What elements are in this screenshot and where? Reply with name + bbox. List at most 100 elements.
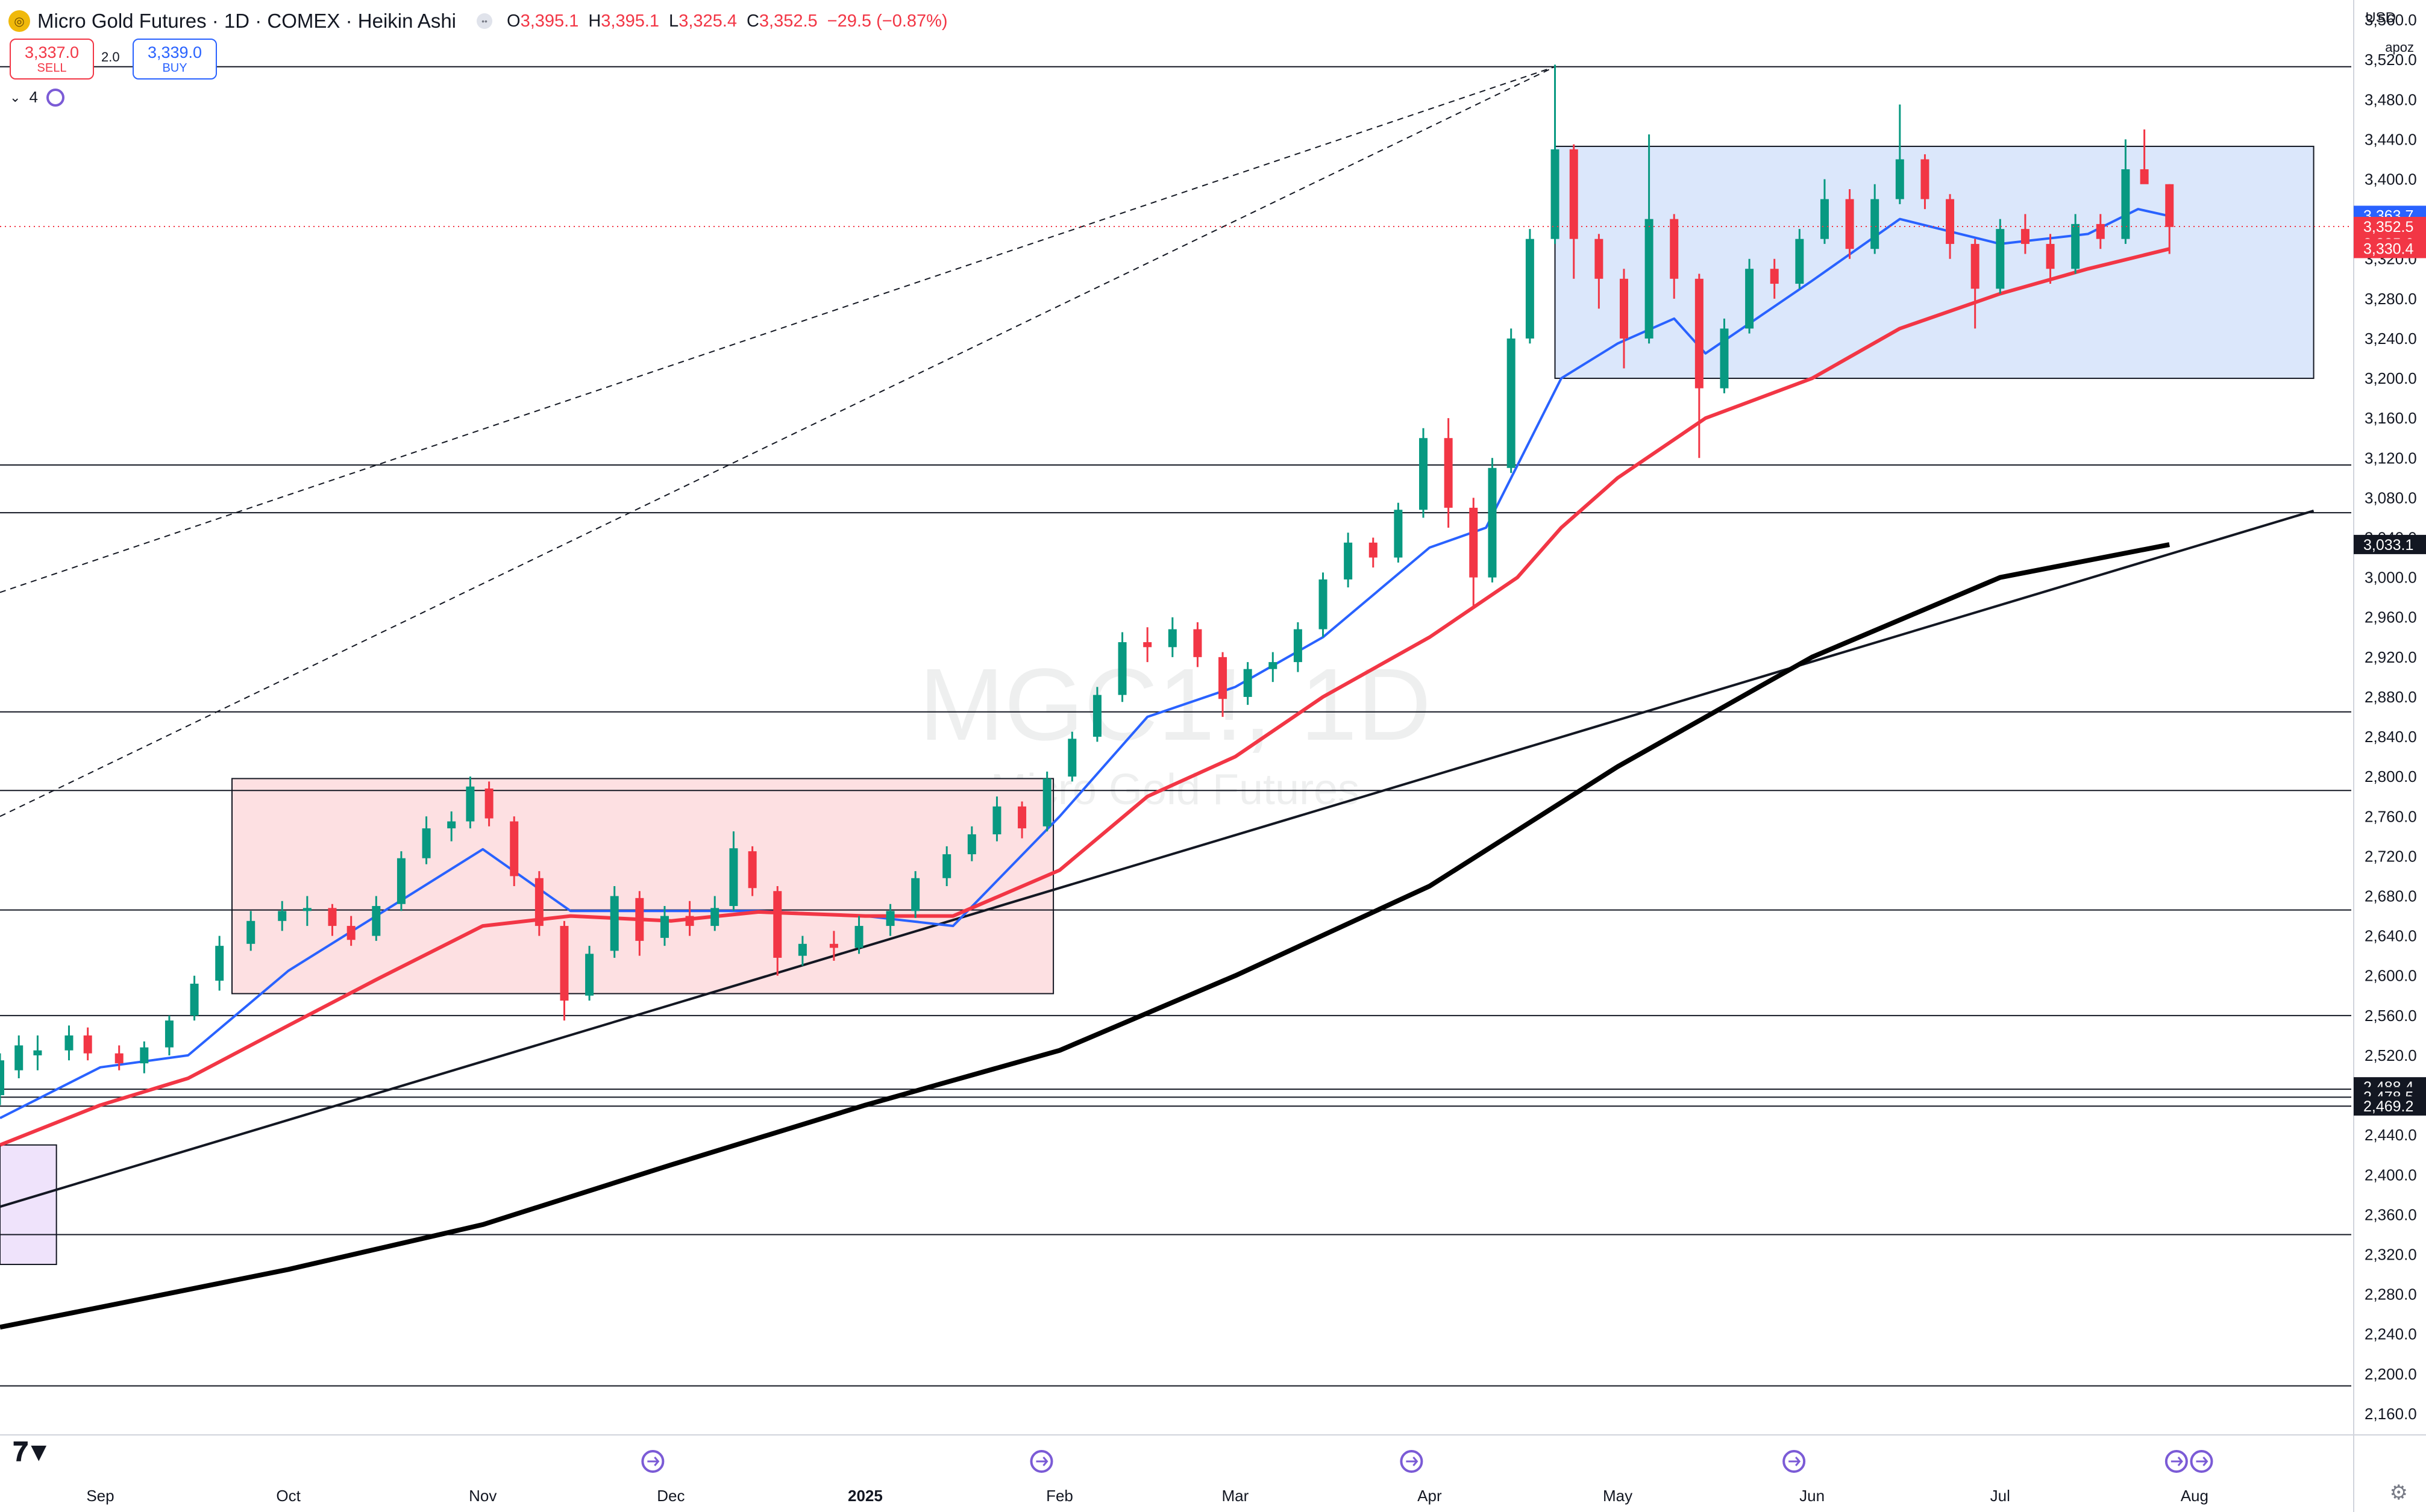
candle[interactable] — [2165, 184, 2174, 254]
sell-button[interactable]: 3,337.0 SELL — [10, 39, 94, 80]
candle[interactable] — [1525, 229, 1534, 344]
tradingview-logo-icon[interactable]: 𝟕▼ — [13, 1437, 52, 1467]
events-icon[interactable] — [2190, 1450, 2213, 1473]
candle[interactable] — [396, 851, 406, 911]
candle[interactable] — [1394, 502, 1403, 563]
candle[interactable] — [1970, 239, 1979, 329]
candle[interactable] — [748, 846, 757, 896]
settings-gear-icon[interactable]: ⚙ — [2389, 1481, 2408, 1504]
candle[interactable] — [854, 916, 864, 954]
candle[interactable] — [246, 911, 255, 951]
candle[interactable] — [1895, 104, 1904, 204]
candle[interactable] — [1870, 184, 1879, 254]
candle[interactable] — [2121, 139, 2130, 244]
candle[interactable] — [585, 946, 594, 1001]
candle[interactable] — [1720, 318, 1729, 393]
candle[interactable] — [829, 931, 838, 961]
candle[interactable] — [2020, 214, 2030, 254]
candle[interactable] — [484, 781, 494, 826]
candle[interactable] — [1594, 234, 1603, 309]
candle[interactable] — [1745, 258, 1754, 334]
candle[interactable] — [1293, 622, 1302, 672]
candle[interactable] — [372, 896, 381, 941]
candle[interactable] — [1042, 771, 1052, 832]
candle[interactable] — [1770, 258, 1779, 299]
candle[interactable] — [1795, 229, 1804, 289]
candle[interactable] — [328, 904, 337, 936]
candle[interactable] — [1118, 632, 1127, 702]
candle[interactable] — [190, 975, 199, 1021]
symbol-title[interactable]: Micro Gold Futures · 1D · COMEX · Heikin… — [37, 10, 456, 32]
candle[interactable] — [2071, 214, 2080, 274]
account-selector[interactable]: apoz — [2385, 40, 2414, 55]
candle[interactable] — [1569, 144, 1578, 279]
candle[interactable] — [1444, 418, 1453, 528]
candle[interactable] — [660, 906, 669, 946]
chevron-down-icon[interactable]: ⌄ — [10, 89, 21, 105]
candle[interactable] — [1068, 731, 1077, 782]
range-box[interactable] — [1554, 145, 2315, 380]
candle[interactable] — [1506, 328, 1515, 473]
candle[interactable] — [278, 901, 287, 931]
candle[interactable] — [534, 871, 544, 936]
candle[interactable] — [1946, 194, 1955, 259]
candle[interactable] — [1419, 428, 1428, 518]
events-icon[interactable] — [1400, 1450, 1423, 1473]
buy-button[interactable]: 3,339.0 BUY — [133, 39, 217, 80]
candle[interactable] — [33, 1035, 42, 1070]
candle[interactable] — [911, 871, 920, 918]
candle[interactable] — [64, 1025, 74, 1061]
candle[interactable] — [14, 1035, 24, 1078]
candle[interactable] — [114, 1045, 124, 1070]
candle[interactable] — [1845, 189, 1854, 259]
indicators-toggle[interactable]: ⌄ 4 — [10, 88, 64, 107]
candle[interactable] — [2140, 129, 2149, 184]
candle[interactable] — [729, 831, 738, 911]
candle[interactable] — [215, 936, 224, 991]
candle[interactable] — [1644, 134, 1653, 344]
events-icon[interactable] — [2164, 1450, 2188, 1473]
candle[interactable] — [1092, 687, 1102, 742]
candle[interactable] — [2046, 234, 2055, 284]
candle[interactable] — [1619, 269, 1628, 369]
candle[interactable] — [2096, 214, 2105, 249]
candle[interactable] — [1694, 273, 1704, 458]
candle[interactable] — [447, 811, 456, 842]
candle[interactable] — [773, 886, 782, 976]
candle[interactable] — [1996, 219, 2005, 294]
candle[interactable] — [610, 886, 619, 958]
candle[interactable] — [466, 776, 475, 829]
candle[interactable] — [798, 936, 807, 966]
candle[interactable] — [165, 1015, 174, 1055]
candle[interactable] — [83, 1027, 92, 1061]
candle[interactable] — [1469, 498, 1478, 608]
candle[interactable] — [886, 904, 895, 936]
candle[interactable] — [1318, 572, 1327, 637]
candle[interactable] — [140, 1041, 149, 1073]
candle[interactable] — [346, 916, 356, 946]
candle[interactable] — [302, 896, 312, 926]
candle[interactable] — [1368, 537, 1378, 568]
lower-trendline[interactable] — [0, 509, 2315, 1208]
events-icon[interactable] — [1030, 1450, 1053, 1473]
events-icon[interactable] — [1782, 1450, 1806, 1473]
candle[interactable] — [422, 816, 431, 864]
dashed-channel-upper[interactable] — [0, 66, 1555, 593]
candle[interactable] — [1550, 64, 1559, 244]
more-icon[interactable]: •• — [477, 13, 492, 29]
candle[interactable] — [560, 920, 569, 1021]
candle[interactable] — [1820, 179, 1829, 244]
candle[interactable] — [1344, 533, 1353, 588]
candle[interactable] — [1218, 652, 1227, 717]
refresh-icon[interactable] — [46, 88, 64, 107]
candle[interactable] — [967, 826, 976, 861]
candle[interactable] — [1920, 154, 1929, 210]
candle[interactable] — [992, 796, 1001, 842]
candle[interactable] — [1168, 617, 1177, 657]
candle[interactable] — [942, 846, 951, 886]
candle[interactable] — [1193, 622, 1202, 667]
candle[interactable] — [685, 901, 694, 936]
consolidation-box[interactable] — [231, 778, 1055, 995]
dashed-channel-lower[interactable] — [0, 66, 1555, 817]
